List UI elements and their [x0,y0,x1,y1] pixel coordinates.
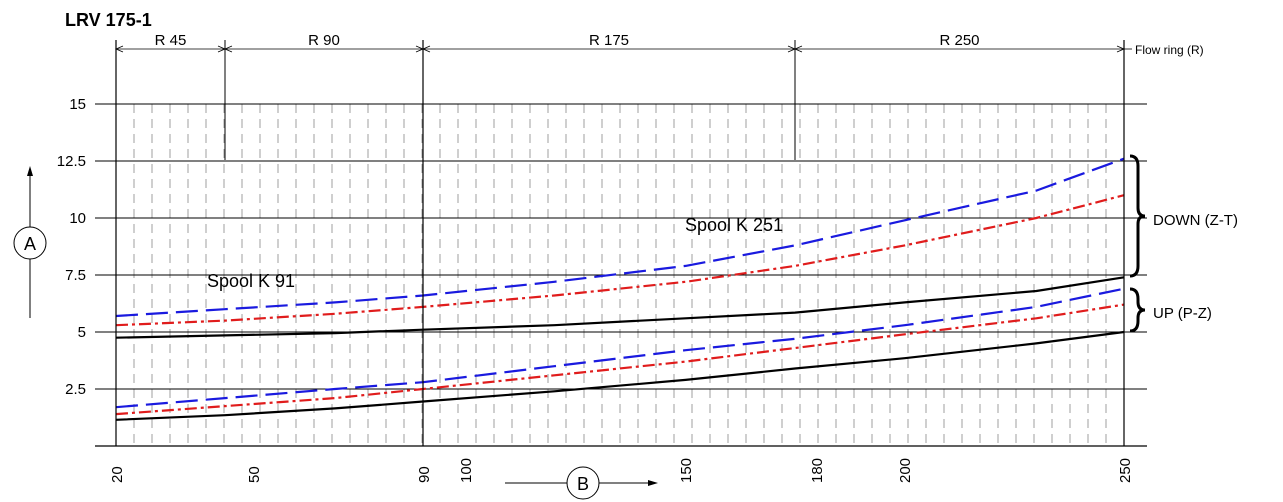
series-line-0 [115,157,1125,318]
y-axis-arrowhead [27,166,33,176]
x-tick-label: 100 [458,458,475,483]
flow-ring-bands: R 45 R 90 R 175 R 250 Flow ring (R) [114,32,1204,57]
band-label: R 45 [155,32,187,49]
annotation-up: UP (P-Z) [1153,305,1212,322]
series-lines [115,157,1125,421]
series-line-1 [115,194,1125,327]
y-tick-label: 15 [69,96,86,113]
series-line-4 [115,303,1125,416]
annotation-down: DOWN (Z-T) [1153,212,1238,229]
x-tick-label: 180 [809,458,826,483]
y-tick-label: 5 [78,324,86,341]
x-tick-label: 250 [1117,458,1134,483]
band-label: R 175 [589,32,629,49]
annotation-spool-k251: Spool K 251 [685,215,783,235]
x-tick-label: 200 [897,458,914,483]
x-axis-label-circle [566,466,600,500]
x-tick-label: 150 [678,458,695,483]
series-line-5 [115,330,1125,421]
y-tick-label: 10 [69,210,86,227]
x-tick-label: 90 [416,466,433,483]
annotations: Spool K 91 Spool K 251 DOWN (Z-T) UP (P-Z) [207,154,1238,333]
y-tick-label: 7.5 [65,267,86,284]
down-brace [1129,154,1146,278]
chart-title: LRV 175-1 [65,10,152,30]
y-axis-label-circle [13,226,47,260]
flow-ring-title: Flow ring (R) [1135,43,1204,57]
x-axis-label: B [577,474,589,494]
y-tick-label: 12.5 [57,153,86,170]
y-axis-label: A [24,234,36,254]
band-label: R 250 [939,32,979,49]
band-label: R 90 [308,32,340,49]
x-axis-arrowhead [648,480,658,486]
axes: 15 12.5 10 7.5 5 2.5 20 50 90 100 150 180 200 250 A B [13,40,1147,500]
up-brace [1129,287,1146,333]
y-tick-label: 2.5 [65,381,86,398]
x-tick-label: 20 [109,466,126,483]
x-tick-label: 50 [246,466,263,483]
series-line-3 [115,287,1125,409]
annotation-spool-k91: Spool K 91 [207,271,295,291]
series-line-2 [115,276,1125,339]
